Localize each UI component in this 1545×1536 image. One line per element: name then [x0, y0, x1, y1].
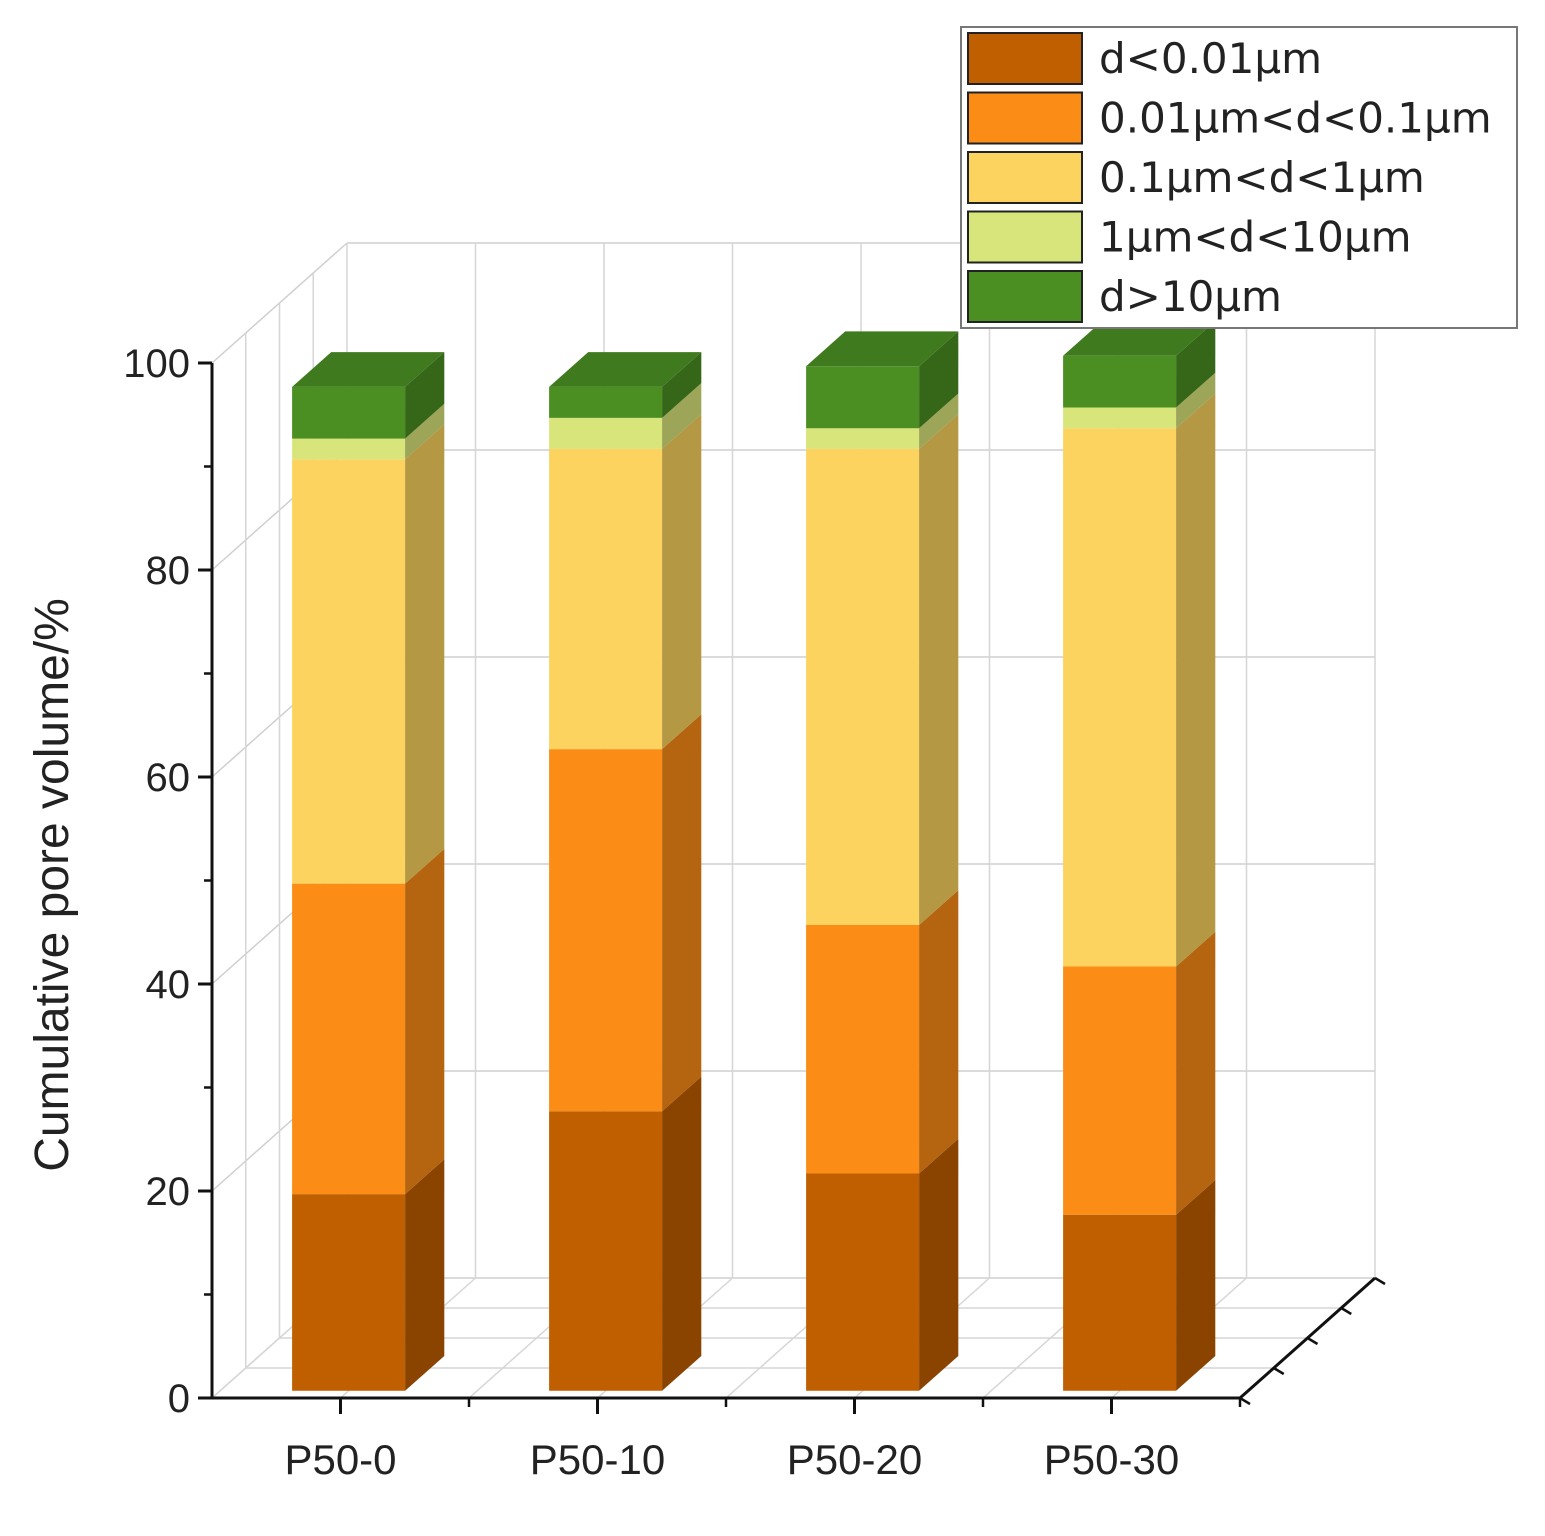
depth-tick [1239, 1396, 1251, 1406]
bar-front-face [292, 438, 406, 460]
bar-segment [549, 352, 702, 418]
bar-stack-P50-10 [549, 352, 702, 1391]
bar-side-face [919, 890, 959, 1174]
bar-segment [292, 424, 445, 884]
legend-label: 1μm<d<10μm [1099, 213, 1411, 262]
y-tick-label: 60 [146, 756, 191, 800]
bar-front-face [549, 448, 663, 750]
bar-stack-P50-0 [292, 352, 445, 1391]
bar-front-face [292, 386, 406, 439]
bar-front-face [1063, 1214, 1177, 1391]
bar-side-face [405, 1159, 445, 1391]
bar-side-face [662, 352, 702, 418]
bar-segment [292, 1159, 445, 1391]
bar-segment [806, 393, 959, 449]
bar-side-face [919, 331, 959, 429]
bar-front-face [806, 448, 920, 925]
bar-top-face [292, 352, 445, 387]
bar-side-face [1176, 372, 1216, 429]
x-tick-label: P50-20 [787, 1436, 922, 1483]
legend: d<0.01μm 0.01μm<d<0.1μm 0.1μm<d<1μm 1μm<d<1… [960, 26, 1518, 329]
bar-front-face [292, 883, 406, 1195]
bar-front-face [1063, 355, 1177, 408]
bar-side-face [405, 403, 445, 460]
tick-labels: 0 20 40 60 80 100 P50-0 P50-10 P50-20 P50-30 [123, 342, 1179, 1483]
bar-segment [1063, 372, 1216, 429]
legend-label: d<0.01μm [1099, 34, 1322, 83]
y-tick-label: 100 [123, 342, 190, 386]
y-tick-label: 40 [146, 963, 191, 1007]
bar-segment [549, 383, 702, 449]
bar-segment [806, 414, 959, 925]
bar-segment [292, 352, 445, 439]
legend-swatch [967, 270, 1083, 323]
x-tick-label: P50-10 [530, 1436, 665, 1483]
bar-segment [549, 414, 702, 750]
legend-label: 0.01μm<d<0.1μm [1099, 94, 1492, 143]
bar-front-face [1063, 428, 1177, 967]
bars [292, 321, 1216, 1391]
bar-side-face [919, 1138, 959, 1391]
bar-segment [1063, 1180, 1216, 1391]
bar-segment [1063, 931, 1216, 1215]
bar-front-face [1063, 407, 1177, 429]
bar-side-face [405, 424, 445, 884]
x-tick-label: P50-30 [1044, 1436, 1179, 1483]
bar-front-face [806, 366, 920, 429]
legend-swatch [967, 151, 1083, 204]
bar-segment [1063, 393, 1216, 967]
bar-top-face [806, 331, 959, 367]
bar-side-face [1176, 931, 1216, 1215]
y-tick-label: 20 [146, 1170, 191, 1214]
bar-side-face [405, 848, 445, 1195]
bar-segment [292, 403, 445, 460]
bar-segment [806, 1138, 959, 1391]
x-tick-label: P50-0 [284, 1436, 396, 1483]
bar-front-face [292, 1194, 406, 1391]
legend-swatch [967, 32, 1083, 85]
depth-tick [1306, 1336, 1319, 1346]
legend-swatch [967, 91, 1083, 145]
bar-side-face [662, 1076, 702, 1391]
bar-segment [549, 714, 702, 1112]
axes [198, 361, 1386, 1414]
bar-segment [549, 1076, 702, 1391]
bar-stack-P50-20 [806, 331, 959, 1391]
depth-tick [1340, 1306, 1352, 1316]
bar-side-face [662, 414, 702, 750]
legend-label: d>10μm [1099, 272, 1282, 321]
bar-segment [1063, 321, 1216, 408]
bar-front-face [292, 459, 406, 884]
legend-label: 0.1μm<d<1μm [1099, 153, 1425, 202]
bar-front-face [806, 428, 920, 449]
bar-top-face [1063, 321, 1216, 356]
bar-front-face [806, 925, 920, 1174]
y-tick-label: 0 [168, 1377, 190, 1421]
bar-front-face [549, 1111, 663, 1391]
depth-tick [1273, 1366, 1285, 1376]
bar-front-face [549, 386, 663, 418]
bar-side-face [919, 414, 959, 925]
bar-front-face [549, 417, 663, 449]
bar-side-face [662, 383, 702, 449]
bar-top-face [549, 352, 702, 387]
y-axis-title: Cumulative pore volume/% [26, 598, 79, 1172]
bar-front-face [1063, 966, 1177, 1215]
bar-side-face [1176, 321, 1216, 408]
bar-side-face [662, 714, 702, 1112]
bar-stack-P50-30 [1063, 321, 1216, 1391]
bar-side-face [1176, 1180, 1216, 1391]
bar-front-face [549, 749, 663, 1112]
y-tick-label: 80 [146, 549, 191, 593]
bar-front-face [806, 1173, 920, 1391]
bar-segment [806, 890, 959, 1174]
bar-side-face [405, 352, 445, 439]
bar-segment [292, 848, 445, 1195]
bar-side-face [1176, 393, 1216, 967]
legend-swatch [967, 210, 1083, 264]
bar-side-face [919, 393, 959, 449]
depth-tick [1374, 1276, 1386, 1286]
bar-segment [806, 331, 959, 429]
